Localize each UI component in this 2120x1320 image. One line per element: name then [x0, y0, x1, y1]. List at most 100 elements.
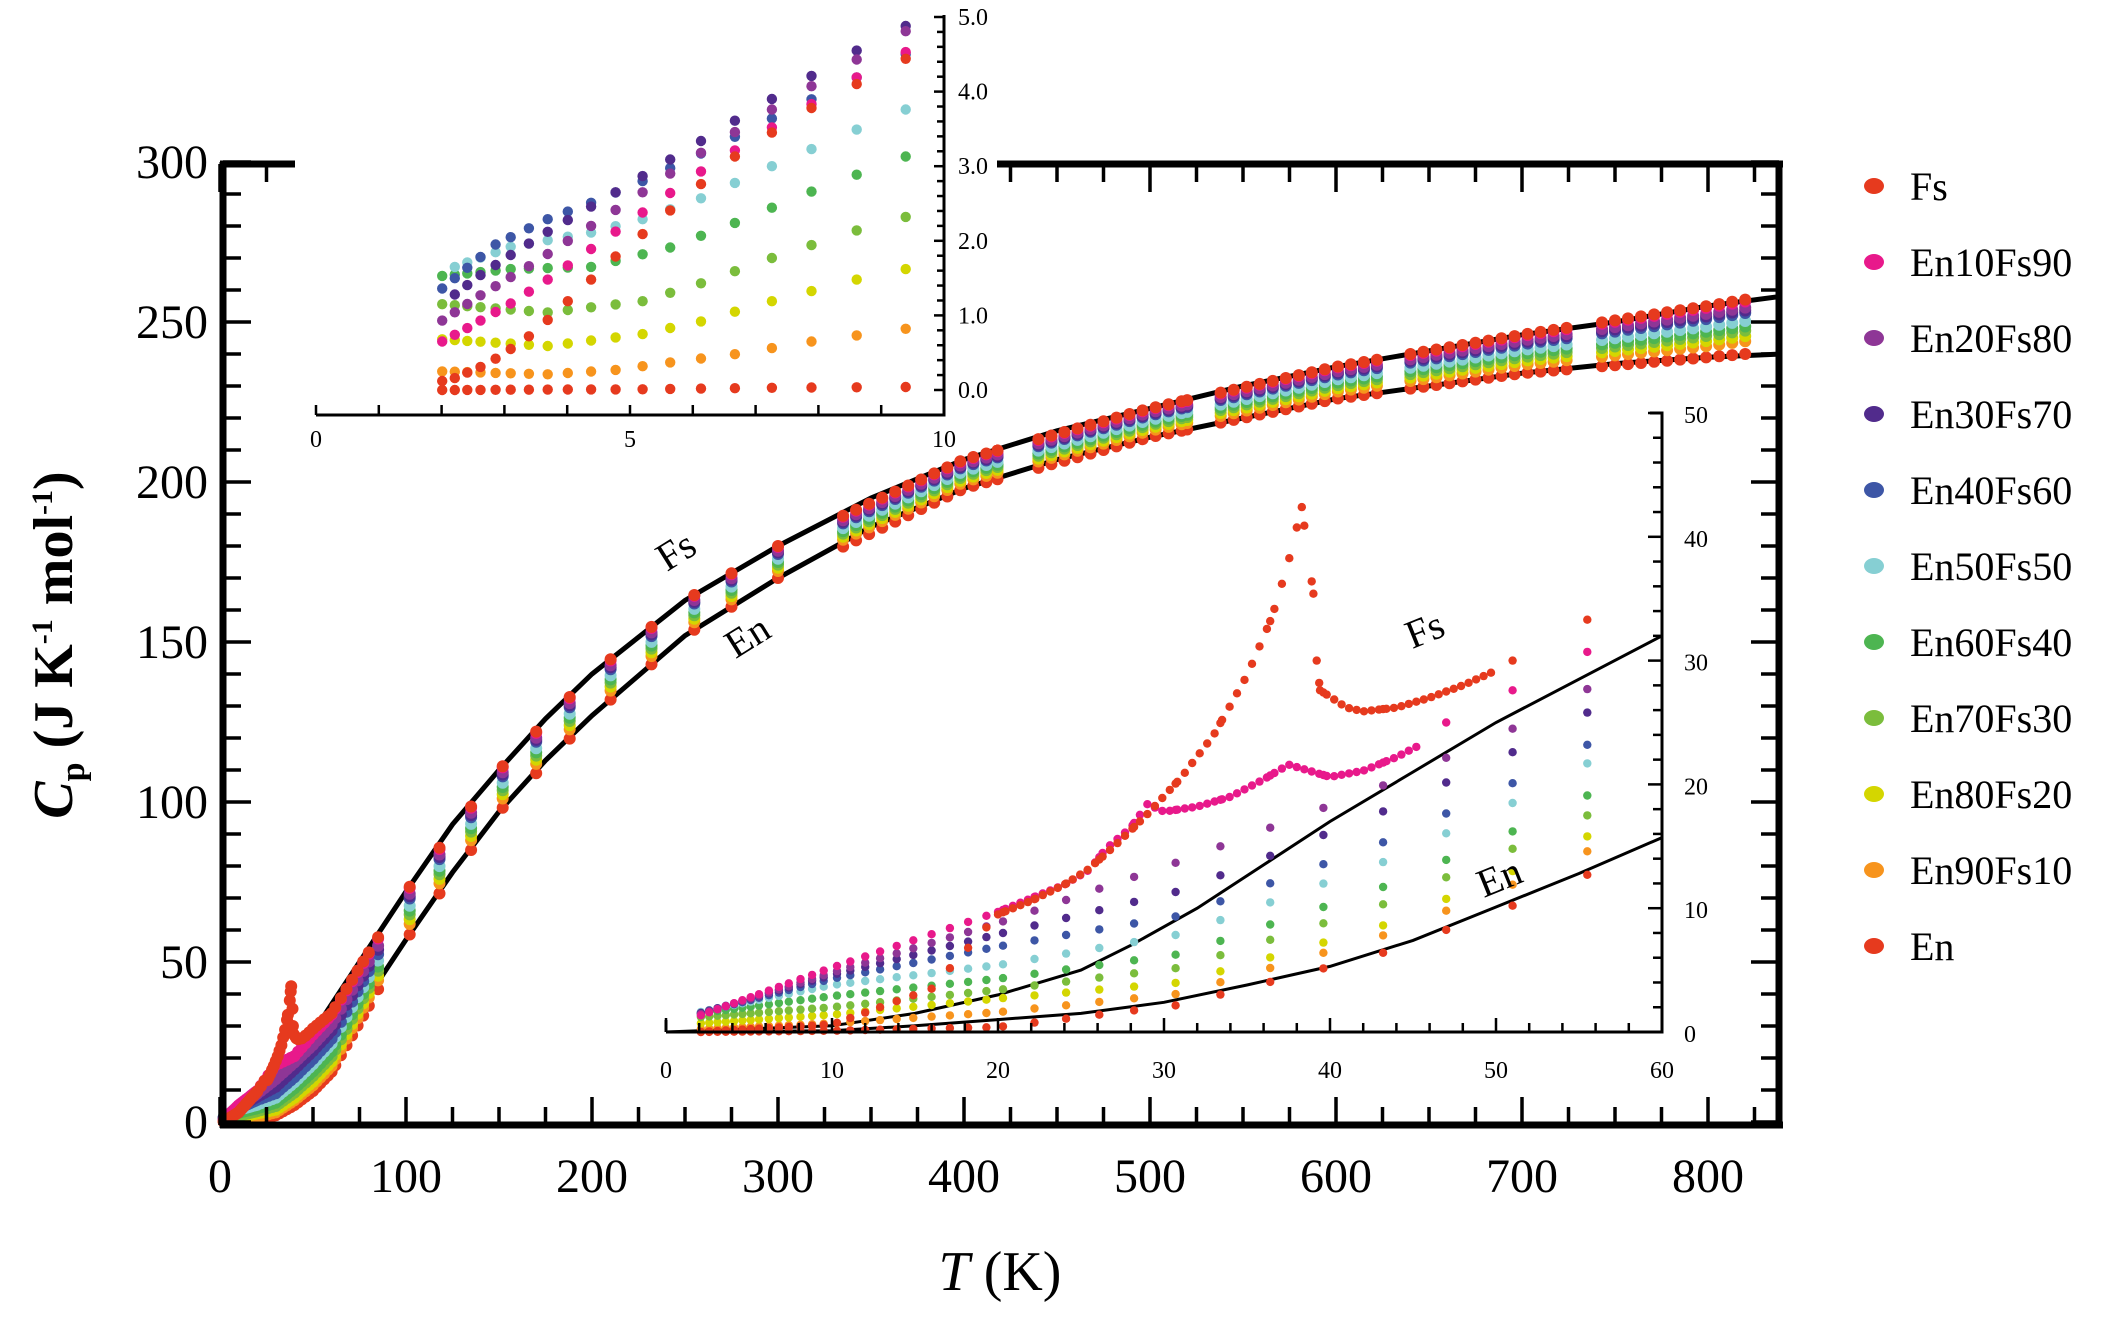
data-point [945, 1011, 955, 1020]
data-point [490, 306, 501, 318]
data-point [275, 1039, 288, 1052]
data-point [746, 993, 755, 1002]
data-point [437, 336, 448, 347]
data-point [523, 339, 535, 350]
data-point [846, 990, 855, 999]
inset2-series-en80fs20 [696, 832, 1592, 1028]
data-point [927, 1000, 936, 1010]
data-point [1508, 827, 1517, 836]
data-point [1337, 700, 1346, 709]
data-point [1547, 364, 1560, 377]
data-point [998, 973, 1008, 983]
data-point [998, 960, 1008, 969]
data-point [713, 1017, 722, 1027]
series-fs [217, 293, 1752, 1128]
data-point [982, 986, 991, 996]
data-point [1061, 1014, 1071, 1023]
data-point [1315, 678, 1324, 688]
inset-0-60k-tick-labels: 0 10 20 30 40 50 60 0 10 20 30 40 50 [660, 403, 1708, 1084]
x-tick-label: 100 [370, 1150, 442, 1203]
data-point [1225, 702, 1234, 711]
data-point [1240, 675, 1249, 685]
legend-label: En [1910, 924, 1954, 969]
data-point [819, 993, 828, 1002]
data-point [1482, 334, 1495, 347]
data-point [1583, 847, 1592, 856]
data-point [945, 999, 955, 1008]
data-point [1479, 671, 1488, 681]
data-point [1061, 895, 1071, 905]
legend-label: En10Fs90 [1910, 240, 2072, 285]
legend-label: En40Fs60 [1910, 468, 2072, 513]
data-point [846, 978, 855, 987]
data-point [861, 958, 870, 967]
data-point [900, 211, 911, 223]
data-point [542, 314, 553, 326]
data-point [695, 193, 707, 204]
data-point [806, 102, 817, 114]
data-point [1417, 345, 1430, 358]
data-point [562, 235, 573, 247]
data-point [433, 841, 446, 854]
data-point [1105, 845, 1115, 855]
data-point [1216, 936, 1225, 946]
inset1-y-tick-label: 1.0 [958, 303, 988, 329]
inset-low-t-tick-labels: 0 5 100.0 1.0 2.0 3.0 4.0 5.0 [310, 5, 988, 453]
legend-marker [1864, 786, 1884, 802]
data-point [861, 1016, 870, 1026]
data-point [1095, 985, 1104, 994]
y-tick-label: 200 [136, 456, 208, 509]
legend-label: En70Fs30 [1910, 696, 2072, 741]
data-point [1095, 906, 1104, 915]
data-point [695, 278, 707, 289]
data-point [998, 985, 1008, 994]
data-point [764, 1000, 774, 1009]
legend-marker [1864, 634, 1884, 650]
data-point [1061, 988, 1071, 997]
data-point [1095, 997, 1104, 1007]
data-point [846, 1001, 855, 1010]
data-point [1023, 897, 1033, 907]
inset2-reference-curve-fs [665, 634, 1663, 1034]
data-point [807, 994, 817, 1003]
data-point [523, 238, 535, 249]
data-point [1382, 757, 1391, 766]
data-point [523, 286, 535, 297]
data-point [340, 982, 353, 995]
data-point [695, 316, 707, 327]
data-point [1270, 768, 1279, 778]
legend-marker [1864, 406, 1884, 422]
data-point [1129, 956, 1139, 965]
legend-marker [1864, 178, 1884, 194]
data-point [1442, 829, 1451, 838]
data-point [1076, 870, 1085, 879]
data-point [465, 844, 478, 856]
data-point [774, 1013, 784, 1023]
legend-item: En80Fs20 [1864, 772, 2072, 817]
data-point [563, 691, 576, 703]
legend-label: En90Fs10 [1910, 848, 2072, 893]
data-point [875, 986, 885, 996]
data-point [1442, 718, 1451, 727]
data-point [1534, 365, 1547, 378]
data-point [945, 933, 955, 942]
data-point [1030, 981, 1039, 990]
data-point [861, 999, 870, 1008]
data-point [980, 447, 993, 460]
data-point [819, 1011, 828, 1020]
x-tick-label: 300 [742, 1150, 814, 1203]
data-point [1726, 349, 1739, 362]
inset2-series-en40fs60 [696, 740, 1592, 1018]
data-point [900, 263, 911, 275]
data-point [806, 186, 817, 197]
data-point [437, 375, 448, 387]
data-point [1008, 904, 1018, 913]
data-point [729, 177, 741, 189]
data-point [1547, 323, 1560, 336]
data-point [542, 226, 553, 237]
data-point [1098, 852, 1107, 861]
data-point [729, 217, 741, 229]
data-point [542, 307, 553, 318]
data-point [819, 1003, 828, 1013]
data-point [1061, 977, 1071, 986]
